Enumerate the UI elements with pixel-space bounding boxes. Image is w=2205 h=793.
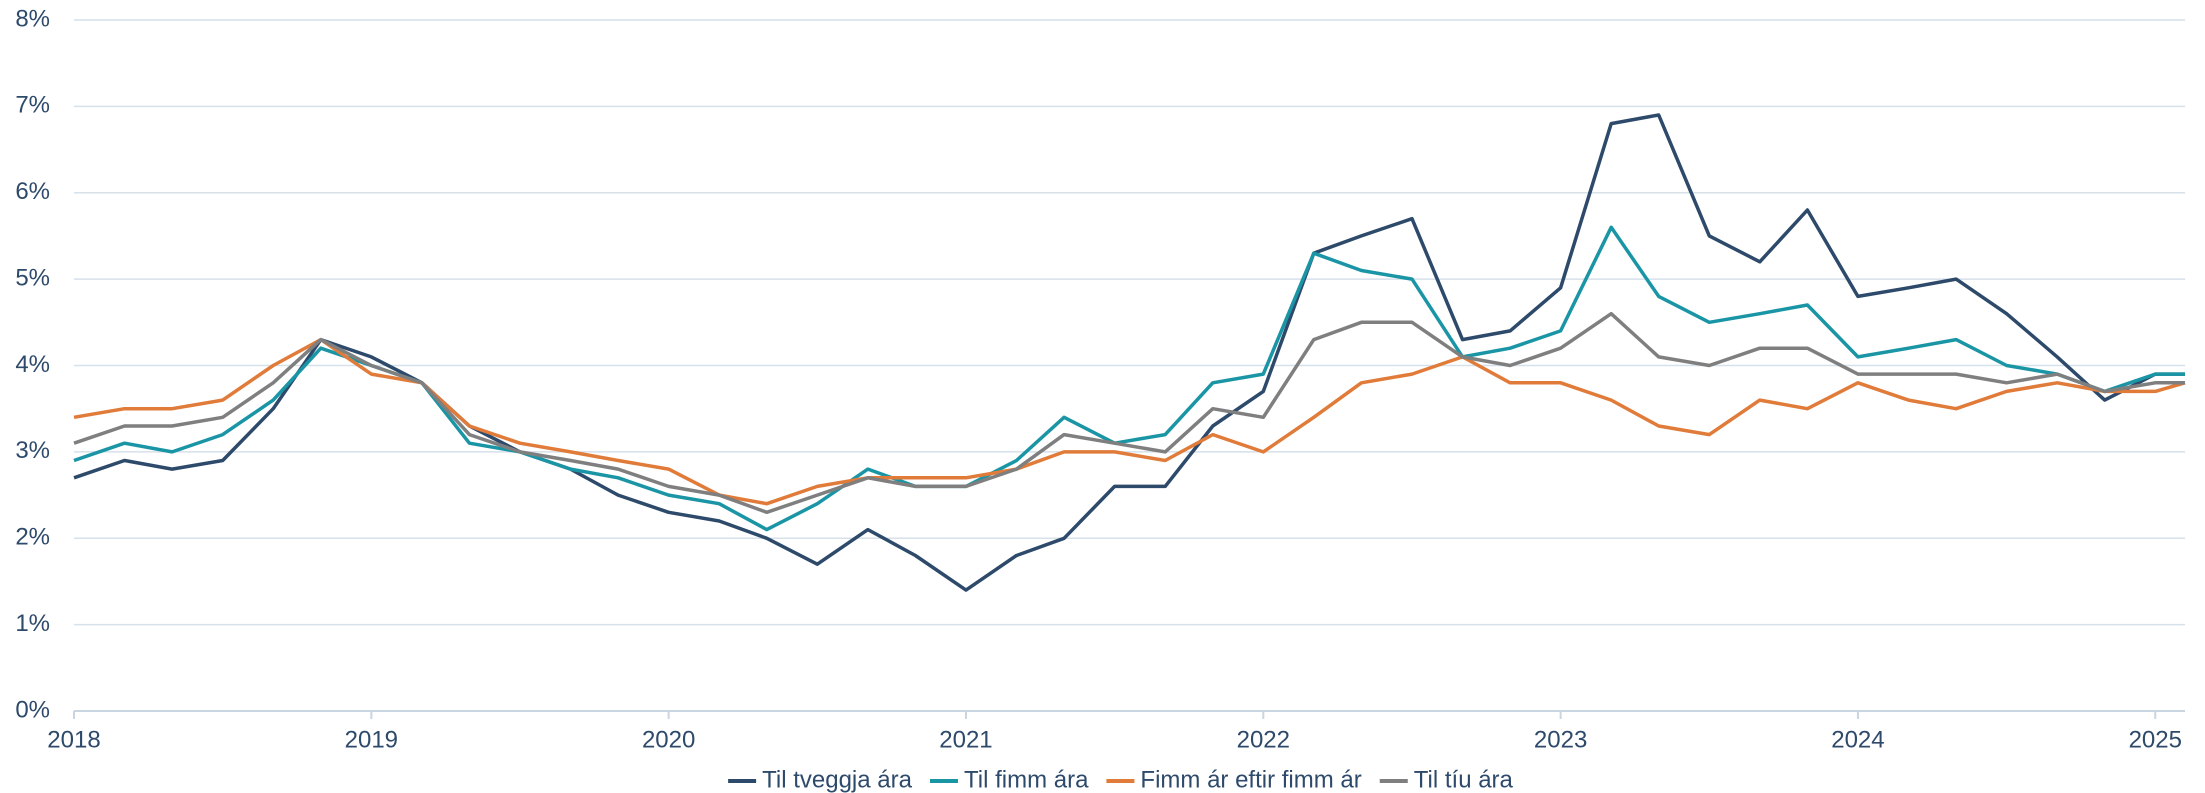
- x-tick-label: 2019: [345, 726, 398, 753]
- y-tick-label: 4%: [15, 351, 50, 378]
- x-tick-label: 2021: [939, 726, 992, 753]
- x-tick-label: 2018: [47, 726, 100, 753]
- y-tick-label: 7%: [15, 92, 50, 119]
- x-tick-label: 2025: [2129, 726, 2182, 753]
- y-tick-label: 2%: [15, 524, 50, 551]
- series-line: [73, 113, 2185, 592]
- legend-label: Til tveggja ára: [762, 766, 913, 793]
- y-tick-label: 0%: [15, 696, 50, 723]
- series-line: [73, 337, 2186, 506]
- series-line: [73, 311, 2185, 515]
- legend-label: Fimm ár eftir fimm ár: [1140, 766, 1361, 793]
- legend-label: Til fimm ára: [964, 766, 1089, 793]
- x-tick-label: 2022: [1237, 726, 1290, 753]
- x-tick-label: 2020: [642, 726, 695, 753]
- y-tick-label: 5%: [15, 264, 50, 291]
- y-tick-label: 6%: [15, 178, 50, 205]
- x-tick-label: 2023: [1534, 726, 1587, 753]
- x-tick-label: 2024: [1831, 726, 1884, 753]
- legend-label: Til tíu ára: [1414, 766, 1514, 793]
- y-tick-label: 1%: [15, 610, 50, 637]
- y-tick-label: 3%: [15, 437, 50, 464]
- y-tick-label: 8%: [15, 5, 50, 32]
